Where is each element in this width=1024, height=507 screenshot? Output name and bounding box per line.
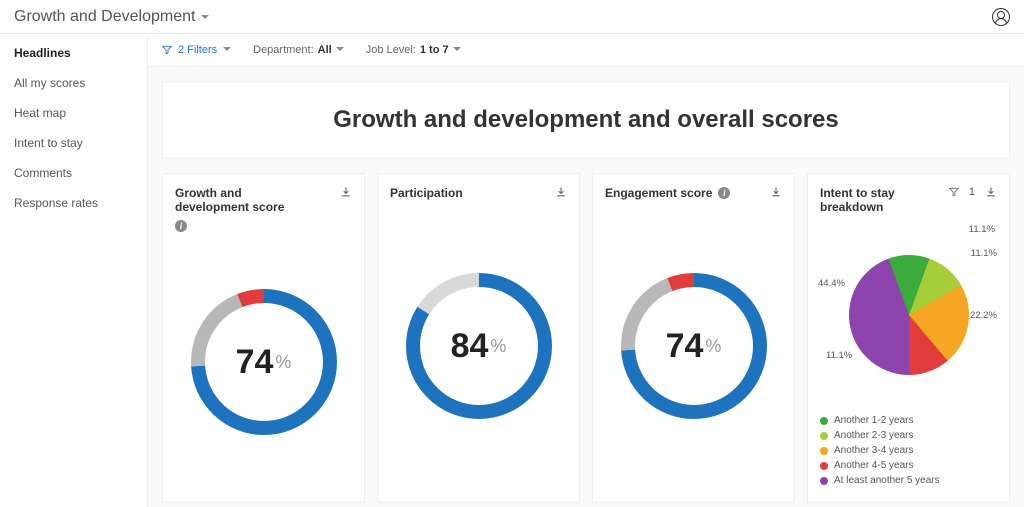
headline-title: Growth and development and overall score… bbox=[179, 106, 993, 134]
pie-slice-label: 11.1% bbox=[826, 350, 852, 361]
chevron-down-icon bbox=[453, 44, 461, 56]
filter-count-badge: 1 bbox=[969, 186, 975, 198]
sidebar: HeadlinesAll my scoresHeat mapIntent to … bbox=[0, 34, 148, 507]
department-value: All bbox=[318, 44, 332, 56]
legend-swatch bbox=[820, 432, 828, 440]
legend-label: Another 4-5 years bbox=[834, 460, 914, 471]
donut-value: 74 bbox=[236, 343, 274, 382]
pie-slice-label: 44.4% bbox=[818, 278, 845, 289]
sidebar-item[interactable]: Comments bbox=[0, 158, 147, 188]
percent-sign: % bbox=[275, 352, 291, 373]
pie-chart: 11.1% 11.1% 22.2% 11.1% 44.4% bbox=[820, 220, 997, 409]
download-icon[interactable] bbox=[770, 186, 782, 198]
card-title: Participation bbox=[390, 186, 463, 200]
sidebar-item[interactable]: Heat map bbox=[0, 98, 147, 128]
download-icon[interactable] bbox=[985, 186, 997, 198]
legend-item: Another 1-2 years bbox=[820, 415, 997, 426]
legend-item: Another 3-4 years bbox=[820, 445, 997, 456]
joblevel-value: 1 to 7 bbox=[420, 44, 449, 56]
pie-legend: Another 1-2 years Another 2-3 years Anothe… bbox=[820, 415, 997, 486]
card-engagement: Engagement score i 74% bbox=[592, 173, 795, 503]
legend-item: At least another 5 years bbox=[820, 475, 997, 486]
info-icon[interactable]: i bbox=[718, 187, 730, 199]
filters-label: 2 Filters bbox=[178, 44, 217, 56]
card-title: Intent to stay breakdown bbox=[820, 186, 930, 214]
card-title: Engagement score bbox=[605, 186, 712, 200]
sidebar-item[interactable]: Intent to stay bbox=[0, 128, 147, 158]
legend-label: Another 3-4 years bbox=[834, 445, 914, 456]
funnel-icon[interactable] bbox=[949, 187, 959, 197]
filters-button[interactable]: 2 Filters bbox=[162, 44, 231, 56]
department-filter[interactable]: Department: All bbox=[253, 44, 344, 56]
joblevel-label: Job Level: bbox=[366, 44, 416, 56]
legend-item: Another 2-3 years bbox=[820, 430, 997, 441]
joblevel-filter[interactable]: Job Level: 1 to 7 bbox=[366, 44, 461, 56]
legend-label: At least another 5 years bbox=[834, 475, 940, 486]
legend-label: Another 1-2 years bbox=[834, 415, 914, 426]
sidebar-item[interactable]: All my scores bbox=[0, 68, 147, 98]
filter-bar: 2 Filters Department: All Job Level: 1 t… bbox=[148, 34, 1024, 67]
legend-label: Another 2-3 years bbox=[834, 430, 914, 441]
legend-swatch bbox=[820, 462, 828, 470]
legend-swatch bbox=[820, 477, 828, 485]
chevron-down-icon bbox=[201, 8, 209, 26]
percent-sign: % bbox=[705, 336, 721, 357]
funnel-icon bbox=[162, 45, 172, 55]
page-title: Growth and Development bbox=[14, 8, 195, 26]
donut-value: 84 bbox=[451, 327, 489, 366]
page-title-dropdown[interactable]: Growth and Development bbox=[14, 8, 209, 26]
pie-slice-label: 11.1% bbox=[969, 224, 995, 235]
donut-chart: 84% bbox=[399, 266, 559, 426]
headline-card: Growth and development and overall score… bbox=[162, 81, 1010, 159]
sidebar-item[interactable]: Headlines bbox=[0, 38, 147, 68]
download-icon[interactable] bbox=[340, 186, 352, 198]
card-title: Growth and development score bbox=[175, 186, 315, 214]
department-label: Department: bbox=[253, 44, 314, 56]
pie-slice-label: 11.1% bbox=[971, 248, 997, 259]
sidebar-item[interactable]: Response rates bbox=[0, 188, 147, 218]
card-participation: Participation 84% bbox=[377, 173, 580, 503]
donut-chart: 74% bbox=[614, 266, 774, 426]
percent-sign: % bbox=[490, 336, 506, 357]
chevron-down-icon bbox=[223, 44, 231, 56]
donut-chart: 74% bbox=[184, 282, 344, 442]
download-icon[interactable] bbox=[555, 186, 567, 198]
donut-value: 74 bbox=[666, 327, 704, 366]
chevron-down-icon bbox=[336, 44, 344, 56]
legend-item: Another 4-5 years bbox=[820, 460, 997, 471]
card-intent-to-stay: Intent to stay breakdown 1 11.1% 11.1% 22.… bbox=[807, 173, 1010, 503]
card-growth-score: Growth and development score i 74% bbox=[162, 173, 365, 503]
profile-icon[interactable] bbox=[992, 8, 1010, 26]
legend-swatch bbox=[820, 417, 828, 425]
info-icon[interactable]: i bbox=[175, 220, 187, 232]
pie-slice-label: 22.2% bbox=[970, 310, 997, 321]
legend-swatch bbox=[820, 447, 828, 455]
